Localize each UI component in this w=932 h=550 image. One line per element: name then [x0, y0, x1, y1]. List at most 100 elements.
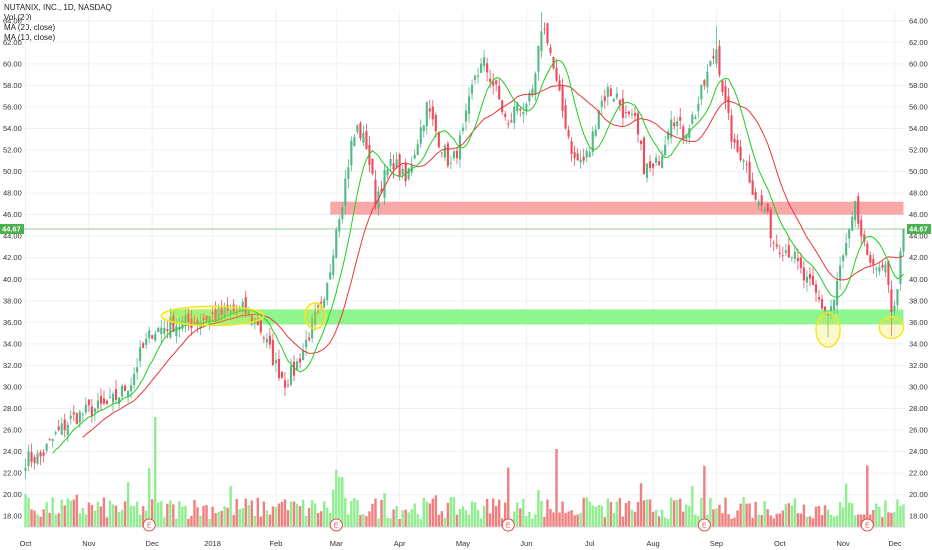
x-tick-label: Nov	[836, 539, 850, 548]
candle-body	[196, 320, 199, 325]
candle-body	[166, 329, 169, 331]
candle-body	[896, 289, 899, 306]
volume-bar	[160, 500, 163, 527]
candle-body	[425, 102, 428, 127]
y-tick-left: 42.00	[3, 253, 22, 262]
candle-body	[39, 452, 42, 457]
volume-bar	[295, 503, 299, 527]
candle-body	[434, 114, 437, 132]
volume-bar	[407, 512, 410, 527]
candle-body	[606, 86, 609, 97]
candle-body	[474, 76, 477, 80]
candle-body	[428, 108, 431, 112]
x-tick-label: Apr	[394, 539, 406, 548]
volume-bar	[75, 494, 79, 527]
candle-body	[124, 385, 127, 391]
volume-bar	[796, 513, 800, 527]
volume-bar	[781, 510, 785, 527]
volume-bar	[181, 506, 184, 527]
volume-bar	[362, 514, 365, 527]
volume-bar	[437, 514, 441, 527]
candle-body	[685, 134, 688, 139]
volume-bar	[280, 501, 284, 527]
y-tick-right: 60.00	[909, 59, 928, 68]
candle-body	[389, 158, 392, 166]
candle-body	[440, 152, 443, 154]
y-tick-left: 56.00	[3, 102, 22, 111]
candle-body	[884, 264, 887, 273]
price-tag-text: 44.67	[2, 224, 21, 233]
candle-body	[305, 339, 308, 348]
candle-body	[232, 304, 235, 312]
candle-body	[561, 84, 564, 111]
candle-body	[498, 85, 501, 100]
candle-body	[796, 258, 799, 262]
volume-bar	[754, 501, 757, 527]
candle-body	[712, 56, 715, 59]
volume-bar	[866, 465, 869, 527]
candle-body	[386, 169, 389, 176]
candle-body	[736, 140, 739, 152]
volume-bar	[33, 510, 36, 527]
y-tick-right: 54.00	[909, 124, 928, 133]
volume-bar	[835, 515, 839, 527]
candle-body	[202, 317, 205, 320]
y-tick-right: 18.00	[909, 512, 928, 521]
volume-bar	[745, 503, 748, 527]
volume-bar	[531, 518, 534, 527]
volume-bar	[154, 417, 157, 527]
volume-bar	[715, 508, 718, 527]
candle-body	[588, 152, 591, 158]
y-tick-right: 20.00	[909, 490, 928, 499]
volume-bar	[265, 510, 269, 527]
candle-body	[392, 163, 395, 170]
candle-body	[658, 161, 661, 166]
candle-body	[652, 163, 655, 168]
volume-bar	[555, 449, 558, 527]
candle-body	[69, 415, 72, 419]
x-tick-label: Nov	[82, 539, 96, 548]
volume-bar	[829, 514, 833, 527]
candle-body	[854, 200, 857, 221]
candle-body	[742, 160, 745, 162]
volume-bar	[712, 509, 715, 527]
candle-body	[811, 275, 815, 285]
candle-body	[289, 365, 293, 385]
candle-body	[214, 309, 217, 320]
volume-bar	[377, 518, 380, 527]
volume-bar	[633, 511, 637, 527]
candle-body	[66, 424, 69, 436]
candle-body	[431, 106, 434, 120]
volume-bar	[326, 507, 329, 527]
candle-body	[347, 167, 350, 180]
volume-bar	[416, 513, 419, 527]
volume-bar	[488, 513, 492, 527]
volume-bar	[820, 515, 824, 527]
candle-body	[359, 123, 362, 139]
volume-bar	[90, 504, 94, 527]
x-tick-label: Sep	[710, 539, 723, 548]
earnings-marker	[860, 518, 874, 532]
volume-bar	[603, 517, 607, 527]
candle-body	[169, 317, 172, 338]
earnings-marker-label: E	[702, 523, 707, 530]
volume-bar	[733, 517, 736, 527]
candle-body	[833, 299, 836, 311]
candle-body	[416, 144, 419, 156]
volume-bar	[359, 515, 362, 527]
candle-body	[256, 319, 259, 325]
candle-body	[546, 23, 549, 44]
highlight-ellipse	[160, 305, 265, 327]
candle-body	[33, 457, 36, 463]
candle-body	[519, 108, 522, 111]
candle-body	[60, 423, 63, 435]
volume-bar	[151, 499, 154, 527]
y-tick-right: 58.00	[909, 81, 928, 90]
candle-body	[570, 141, 573, 154]
candle-body	[395, 159, 398, 168]
volume-bar	[685, 504, 688, 527]
volume-bar	[63, 505, 66, 527]
volume-bar	[576, 514, 579, 527]
candle-body	[718, 45, 721, 76]
